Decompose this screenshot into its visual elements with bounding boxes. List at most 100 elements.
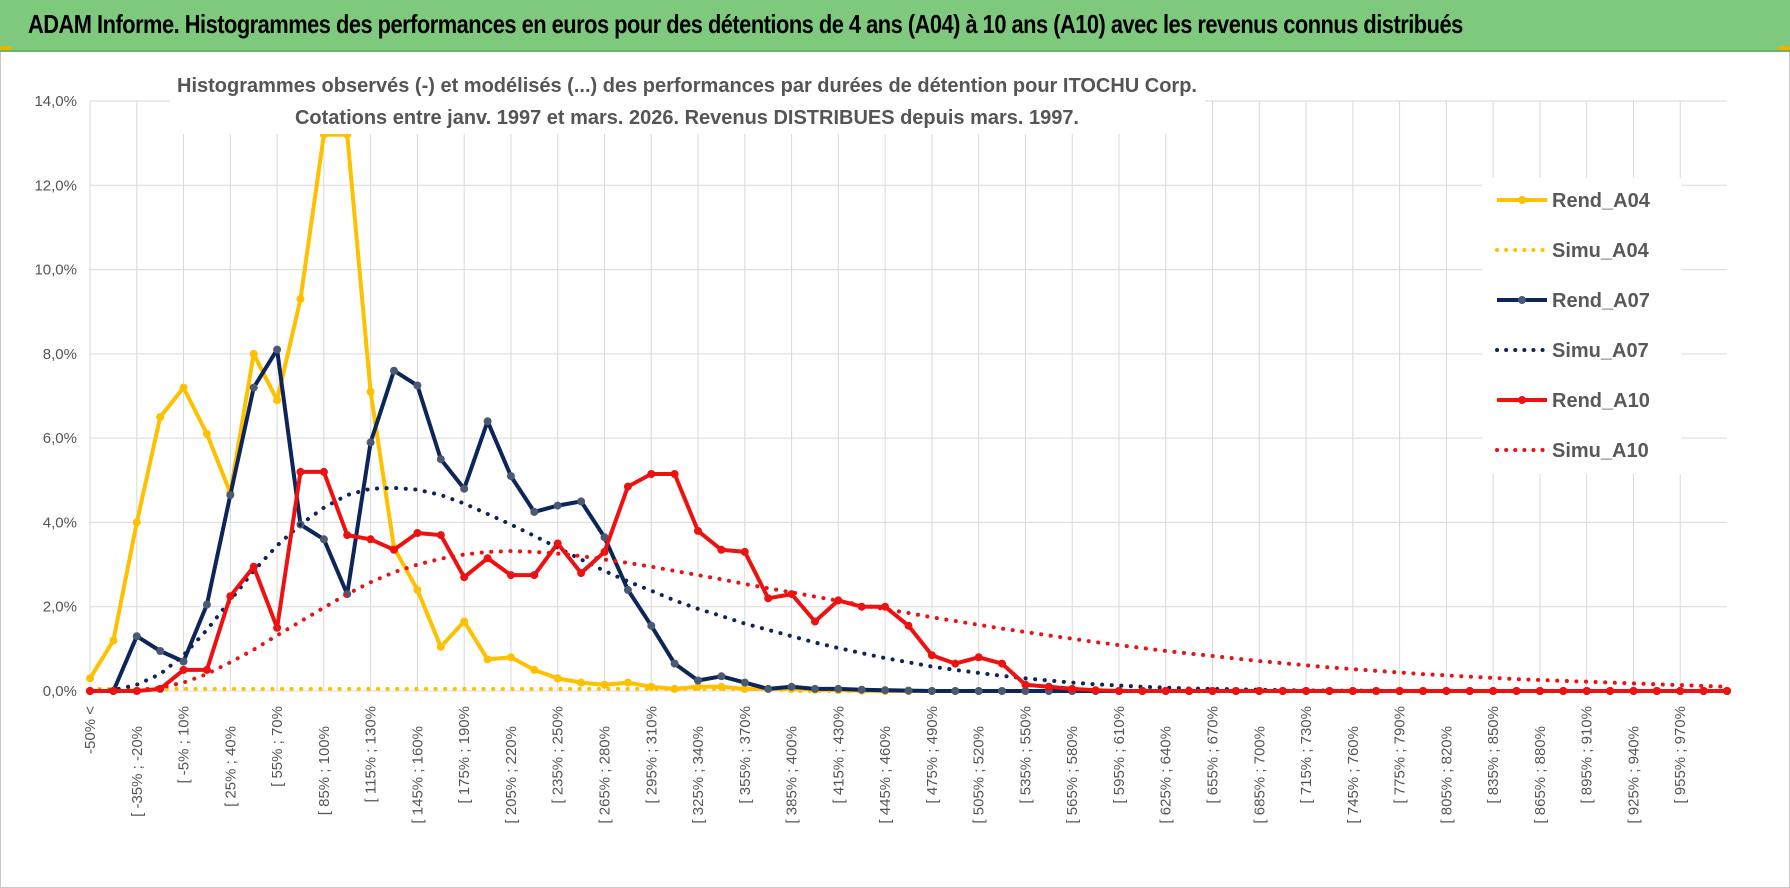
point-Rend_A07 [156,647,165,655]
point-Rend_A07 [881,686,890,695]
point-Rend_A10 [1535,687,1544,695]
x-tick-label: [ -5% ; 10% [176,706,193,784]
legend-item-Simu_A04: Simu_A04 [1495,240,1650,262]
x-tick-label: [ 265% ; 280% [596,726,613,824]
corner-mark-left [0,46,12,50]
point-Rend_A07 [226,491,235,499]
chart-series [86,130,1731,695]
point-Rend_A10 [1395,687,1404,695]
x-tick-label: [ 745% ; 760% [1345,726,1362,824]
y-tick-label: 8,0% [43,346,77,363]
point-Rend_A10 [1512,687,1521,695]
point-Rend_A10 [1676,687,1685,695]
point-Rend_A10 [1372,687,1381,695]
point-Rend_A10 [366,535,375,544]
point-Rend_A10 [226,592,235,601]
x-tick-label: [ 325% ; 340% [690,726,707,824]
point-Rend_A04 [460,617,469,626]
point-Rend_A07 [670,659,679,668]
x-tick-label: [ 655% ; 670% [1205,706,1222,804]
point-Rend_A04 [202,429,211,438]
point-Rend_A04 [366,387,375,396]
legend-label: Simu_A10 [1552,440,1649,462]
corner-mark-right [1778,46,1790,50]
point-Rend_A10 [436,531,445,540]
y-tick-label: 2,0% [43,599,77,616]
point-Rend_A10 [1442,687,1451,695]
x-tick-label: [ 625% ; 640% [1158,726,1175,824]
point-Rend_A07 [1021,687,1030,695]
x-tick-label: [ 865% ; 880% [1532,726,1549,824]
point-Rend_A07 [577,497,586,506]
point-Rend_A07 [390,366,398,375]
series-Rend_A10 [86,467,1731,695]
point-Rend_A10 [343,531,352,540]
point-Rend_A07 [998,687,1006,695]
chart-title-line-2: Cotations entre janv. 1997 et mars. 2026… [295,107,1079,129]
point-Rend_A04 [577,678,586,687]
x-tick-label: [ 25% ; 40% [222,726,239,807]
point-Rend_A07 [600,533,609,542]
x-tick-label: -50% < [82,706,99,754]
x-tick-label: [ 385% ; 400% [784,726,801,824]
point-Rend_A10 [1091,686,1100,695]
line-Rend_A04 [88,132,1727,693]
x-tick-label: [ 505% ; 520% [971,726,988,824]
point-Rend_A04 [179,383,188,392]
chart-grid [89,100,1727,692]
legend-item-Rend_A07: Rend_A07 [1497,290,1650,312]
x-tick-label: [ 565% ; 580% [1064,726,1081,824]
point-Rend_A10 [927,651,936,660]
chart-legend: Rend_A04 Simu_A04 Rend_A07 Simu_A07 Rend_A10… [1482,178,1682,474]
legend-marker [1518,396,1526,404]
point-Rend_A04 [436,642,445,651]
point-Rend_A10 [1419,687,1427,695]
point-Rend_A10 [623,482,632,491]
point-Rend_A10 [390,545,398,554]
point-Rend_A10 [1255,687,1264,695]
point-Rend_A10 [717,545,726,554]
point-Rend_A07 [530,507,539,516]
point-Rend_A10 [1629,687,1638,695]
x-tick-label: [ 475% ; 490% [924,706,941,804]
point-Rend_A04 [600,680,609,689]
x-tick-label: [ 355% ; 370% [737,706,754,804]
point-Rend_A10 [647,470,656,478]
point-Rend_A07 [764,684,773,693]
legend-label: Rend_A04 [1552,190,1651,212]
point-Rend_A07 [413,381,422,390]
point-Rend_A10 [1465,687,1474,695]
legend-label: Simu_A07 [1552,340,1649,362]
point-Rend_A10 [1115,687,1123,695]
legend-label: Rend_A07 [1552,290,1650,312]
point-Rend_A07 [202,600,211,609]
point-Rend_A07 [927,687,936,695]
point-Rend_A10 [1699,687,1708,695]
point-Rend_A10 [1302,687,1311,695]
x-axis-ticks: -50% < [ -35% ; -20% [ -5% ; 10% [ 25% ; 40… [82,706,1689,824]
legend-item-Simu_A07: Simu_A07 [1495,340,1649,362]
x-tick-label: [ 775% ; 790% [1392,706,1409,804]
x-tick-label: [ -35% ; -20% [129,726,146,817]
point-Rend_A10 [834,596,843,605]
legend-label: Rend_A10 [1552,390,1650,412]
point-Rend_A04 [132,518,141,527]
point-Rend_A10 [1606,687,1615,695]
point-Rend_A10 [553,539,562,548]
point-Rend_A07 [787,682,796,691]
point-Rend_A07 [623,585,632,594]
x-tick-label: [ 295% ; 310% [643,706,660,804]
x-tick-label: [ 85% ; 100% [316,726,333,815]
point-Rend_A10 [1652,687,1661,695]
y-tick-label: 0,0% [43,683,77,700]
point-Rend_A07 [717,672,726,681]
point-Rend_A04 [413,585,422,594]
point-Rend_A10 [600,547,609,556]
point-Rend_A10 [1348,687,1357,695]
point-Rend_A07 [273,345,282,354]
point-Rend_A04 [623,678,632,687]
point-Rend_A07 [132,632,141,641]
y-tick-label: 14,0% [34,93,77,110]
y-tick-label: 12,0% [34,177,77,194]
